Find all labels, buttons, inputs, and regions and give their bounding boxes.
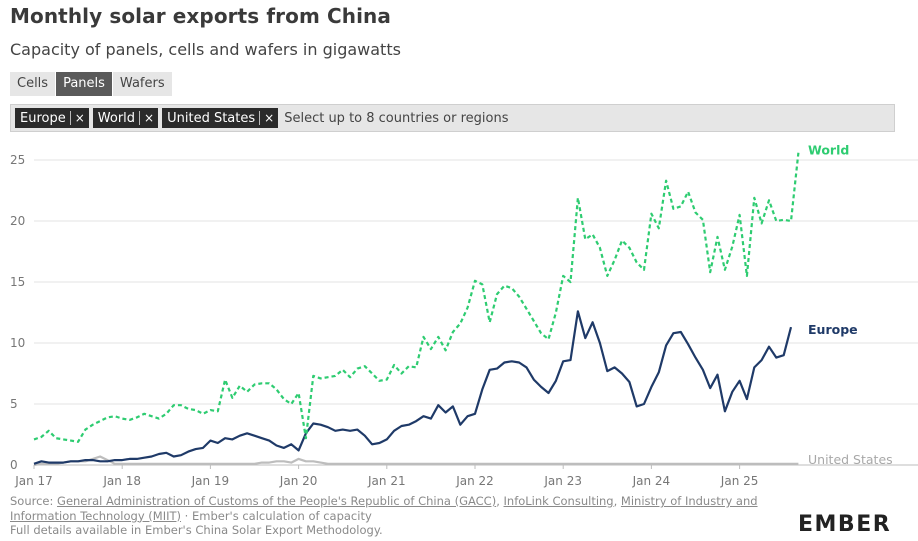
tab-cells[interactable]: Cells [10,72,56,96]
x-tick-label: Jan 25 [720,474,759,488]
region-selector[interactable]: Europe × World × United States × Select … [10,104,895,132]
y-tick-label: 15 [10,275,25,289]
x-tick-label: Jan 22 [455,474,494,488]
chip-united-states[interactable]: United States × [162,108,279,128]
x-tick-label: Jan 18 [102,474,141,488]
x-tick-label: Jan 24 [632,474,671,488]
source-suffix: · Ember's calculation of capacity [181,508,372,523]
y-tick-label: 10 [10,336,25,350]
product-tabs: Cells Panels Wafers [10,72,172,96]
chart-subtitle: Capacity of panels, cells and wafers in … [10,40,401,59]
remove-europe-icon[interactable]: × [74,111,85,125]
chip-divider [259,111,261,125]
remove-united-states-icon[interactable]: × [264,111,275,125]
ember-logo: EMBER [798,512,892,537]
series-label-world: World [808,143,849,158]
chip-label: Europe [20,110,66,126]
series-label-united-states: United States [808,452,893,467]
chip-europe[interactable]: Europe × [15,108,89,128]
y-tick-label: 5 [10,397,18,411]
x-tick-label: Jan 17 [14,474,53,488]
chip-divider [139,111,141,125]
y-tick-label: 25 [10,153,25,167]
x-tick-label: Jan 20 [279,474,318,488]
remove-world-icon[interactable]: × [144,111,155,125]
source-link-infolink[interactable]: InfoLink Consulting [503,494,614,508]
y-tick-label: 20 [10,214,25,228]
source-link-gacc[interactable]: General Administration of Customs of the… [57,494,497,508]
y-tick-label: 0 [10,458,18,472]
chip-divider [69,111,71,125]
source-separator: , [496,494,504,508]
source-link-miit[interactable]: Ministry of Industry and Information Tec… [10,494,758,523]
source-prefix: Source: [10,494,58,508]
line-chart: 0 5 10 15 20 25 Jan 17 Jan 18 Jan 19 Jan 20 Jan 21… [10,143,918,488]
tab-panels[interactable]: Panels [56,72,112,96]
series-label-europe: Europe [808,322,858,337]
x-tick-label: Jan 23 [543,474,582,488]
x-tick-label: Jan 21 [367,474,406,488]
chart-title: Monthly solar exports from China [10,4,391,28]
methodology-note: Full details available in Ember's China … [10,523,383,537]
x-tick-label: Jan 19 [191,474,230,488]
chart-footer: Source: General Administration of Custom… [10,494,780,538]
series-line-united-states [33,455,799,467]
source-line: Source: General Administration of Custom… [10,494,780,523]
series-line-world [33,152,800,443]
tab-wafers[interactable]: Wafers [112,72,172,96]
selector-hint: Select up to 8 countries or regions [284,110,509,126]
chip-world[interactable]: World × [92,108,159,128]
source-separator: , [613,494,621,508]
series-line-europe [33,310,793,465]
chip-label: United States [167,110,256,126]
chip-label: World [97,110,136,126]
